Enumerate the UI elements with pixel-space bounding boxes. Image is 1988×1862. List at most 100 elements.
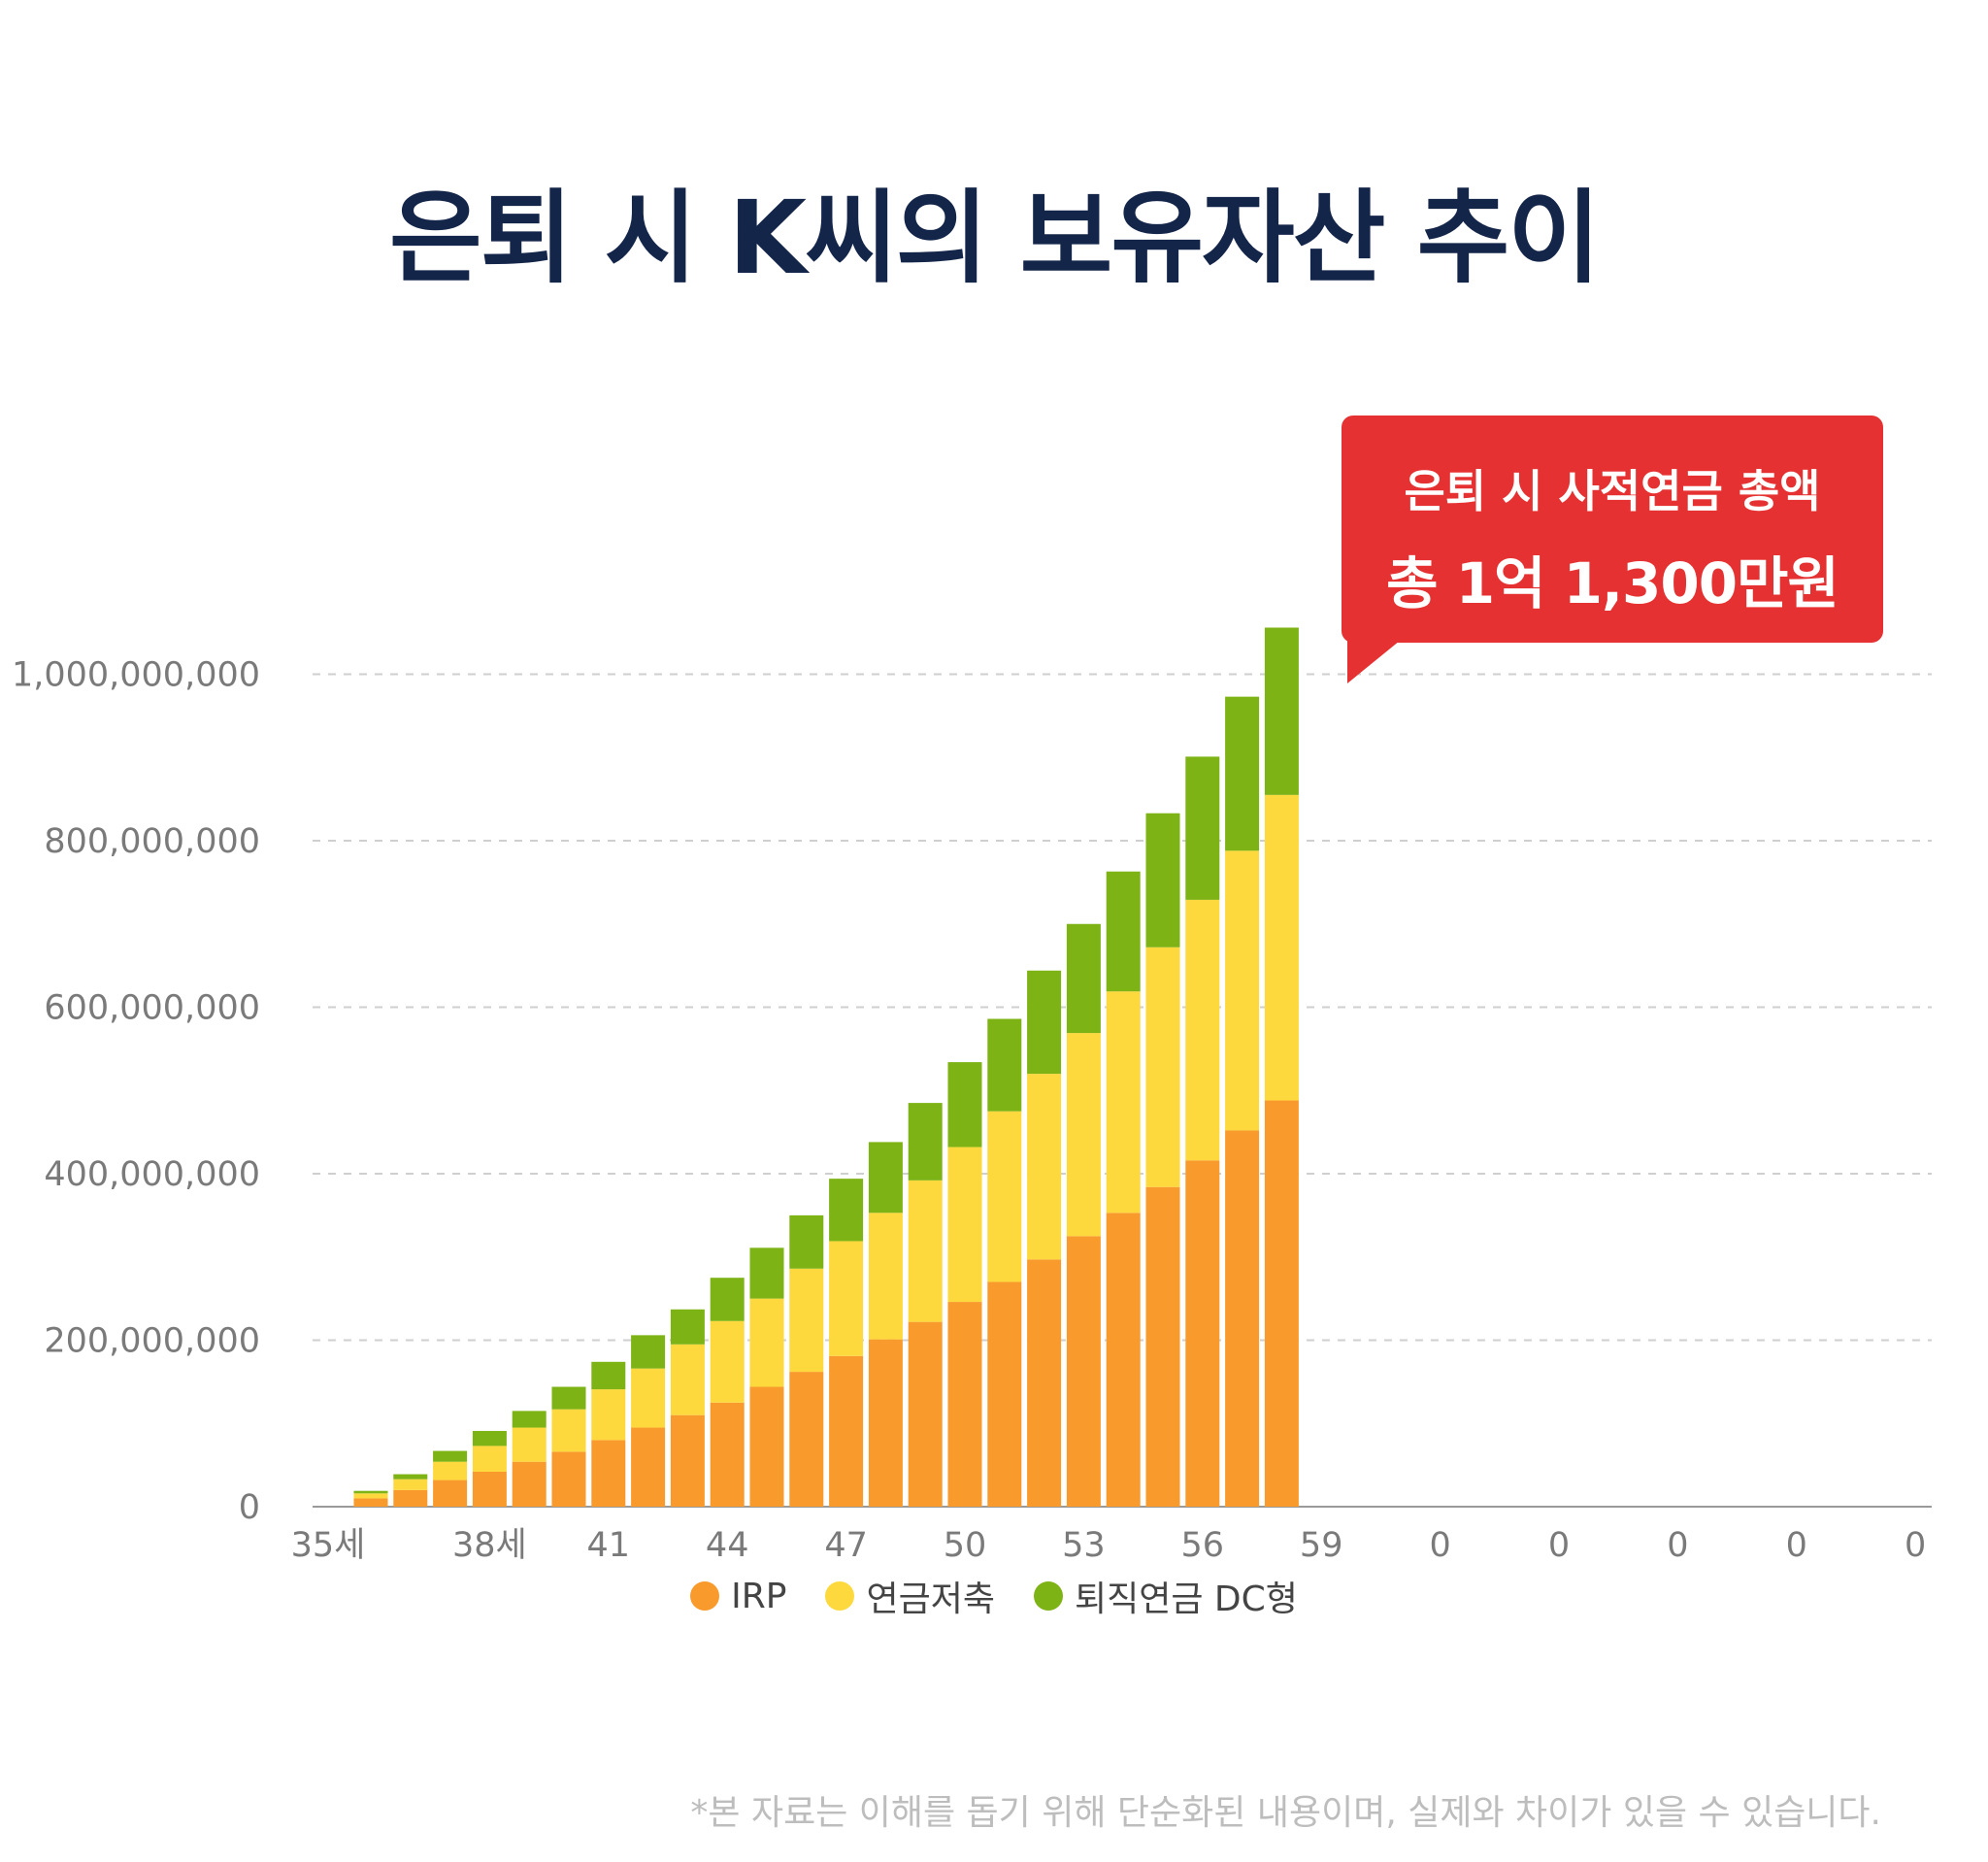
bar-irp <box>472 1471 507 1507</box>
bar-irp <box>631 1427 666 1507</box>
bar-irp <box>1106 1213 1141 1507</box>
bar-pension-savings <box>631 1368 666 1428</box>
y-tick-label: 600,000,000 <box>44 989 260 1028</box>
bar-pension-savings <box>710 1320 745 1403</box>
legend-swatch-dc <box>1033 1581 1063 1611</box>
y-tick-label: 200,000,000 <box>44 1322 260 1361</box>
bar-pension-savings <box>908 1180 943 1322</box>
legend-swatch-irp <box>690 1581 720 1611</box>
bar-irp <box>1185 1160 1220 1507</box>
bar-irp <box>353 1498 388 1507</box>
bar-irp <box>1225 1130 1260 1507</box>
bar-irp <box>512 1461 547 1507</box>
bar-dc <box>789 1214 824 1269</box>
bar-irp <box>749 1386 784 1507</box>
x-tick-label: 56 <box>1181 1526 1225 1565</box>
bar-dc <box>1066 923 1101 1034</box>
bar-irp <box>1264 1100 1299 1507</box>
bar-irp <box>829 1355 864 1507</box>
bar-irp <box>670 1414 705 1507</box>
bar-dc <box>353 1490 388 1494</box>
bar-pension-savings <box>1027 1074 1062 1260</box>
bar-irp <box>393 1489 428 1507</box>
legend-label-pension-savings: 연금저축 <box>866 1579 995 1619</box>
bar-pension-savings <box>1185 899 1220 1161</box>
callout-line2: 총 1억 1,300만원 <box>1386 550 1839 616</box>
x-tick-label: 38세 <box>452 1526 527 1565</box>
bar-irp <box>987 1281 1022 1507</box>
bar-irp <box>710 1402 745 1507</box>
bar-dc <box>551 1386 586 1410</box>
y-tick-label: 1,000,000,000 <box>12 656 260 695</box>
bar-pension-savings <box>1145 947 1180 1187</box>
bar-dc <box>829 1179 864 1242</box>
bar-irp <box>1027 1259 1062 1507</box>
callout-pointer <box>1347 641 1400 683</box>
x-tick-label: 47 <box>824 1526 868 1565</box>
bar-dc <box>1145 813 1180 948</box>
page-title: 은퇴 시 K씨의 보유자산 추이 <box>389 179 1601 297</box>
x-tick-label: 0 <box>1786 1526 1807 1565</box>
bar-dc <box>908 1103 943 1180</box>
callout-line1: 은퇴 시 사적연금 총액 <box>1404 465 1821 517</box>
y-tick-label: 800,000,000 <box>44 822 260 861</box>
x-tick-label: 0 <box>1905 1526 1926 1565</box>
bar-dc <box>1185 756 1220 900</box>
bar-pension-savings <box>512 1427 547 1462</box>
bar-pension-savings <box>829 1241 864 1356</box>
bar-pension-savings <box>1264 794 1299 1101</box>
bar-dc <box>631 1335 666 1369</box>
bar-dc <box>1264 627 1299 795</box>
total-callout: 은퇴 시 사적연금 총액 총 1억 1,300만원 <box>1342 416 1883 643</box>
x-tick-label: 0 <box>1429 1526 1450 1565</box>
bar-pension-savings <box>551 1409 586 1452</box>
x-tick-label: 35세 <box>291 1526 366 1565</box>
bar-pension-savings <box>1066 1033 1101 1237</box>
x-tick-label: 41 <box>587 1526 631 1565</box>
bar-pension-savings <box>749 1298 784 1387</box>
legend-label-dc: 퇴직연금 DC형 <box>1074 1579 1298 1619</box>
footnote: *본 자료는 이해를 돕기 위해 단순화된 내용이며, 실제와 차이가 있을 수… <box>690 1793 1881 1833</box>
legend-label-irp: IRP <box>731 1576 787 1616</box>
bar-dc <box>710 1278 745 1321</box>
x-tick-label: 0 <box>1548 1526 1570 1565</box>
bar-irp <box>551 1451 586 1507</box>
bar-pension-savings <box>670 1344 705 1415</box>
bar-irp <box>433 1480 468 1507</box>
bar-pension-savings <box>987 1111 1022 1282</box>
bar-dc <box>1225 696 1260 851</box>
bar-dc <box>987 1018 1022 1112</box>
x-tick-label: 0 <box>1667 1526 1688 1565</box>
bar-irp <box>789 1372 824 1507</box>
bar-pension-savings <box>868 1213 903 1340</box>
x-tick-label: 53 <box>1062 1526 1106 1565</box>
bar-irp <box>947 1302 982 1507</box>
bar-dc <box>591 1361 626 1390</box>
bar-pension-savings <box>433 1461 468 1480</box>
x-tick-label: 44 <box>706 1526 749 1565</box>
bar-dc <box>472 1430 507 1446</box>
bar-pension-savings <box>591 1389 626 1441</box>
bar-dc <box>393 1474 428 1480</box>
bar-pension-savings <box>472 1446 507 1472</box>
bar-pension-savings <box>393 1479 428 1490</box>
bar-dc <box>670 1309 705 1345</box>
bar-pension-savings <box>353 1493 388 1499</box>
bar-dc <box>1106 871 1141 992</box>
bar-irp <box>908 1321 943 1507</box>
bar-dc <box>947 1062 982 1147</box>
chart-legend: IRP 연금저축 퇴직연금 DC형 <box>0 1571 1988 1621</box>
bar-dc <box>512 1411 547 1428</box>
y-tick-label: 0 <box>239 1488 260 1527</box>
bar-pension-savings <box>1225 850 1260 1131</box>
bar-dc <box>749 1247 784 1299</box>
y-tick-label: 400,000,000 <box>44 1155 260 1194</box>
bar-irp <box>868 1339 903 1507</box>
bar-pension-savings <box>947 1147 982 1303</box>
bar-irp <box>1145 1186 1180 1507</box>
bar-irp <box>1066 1236 1101 1507</box>
x-tick-label: 50 <box>944 1526 987 1565</box>
legend-item-dc: 퇴직연금 DC형 <box>1033 1571 1298 1621</box>
legend-swatch-pension-savings <box>825 1581 855 1611</box>
